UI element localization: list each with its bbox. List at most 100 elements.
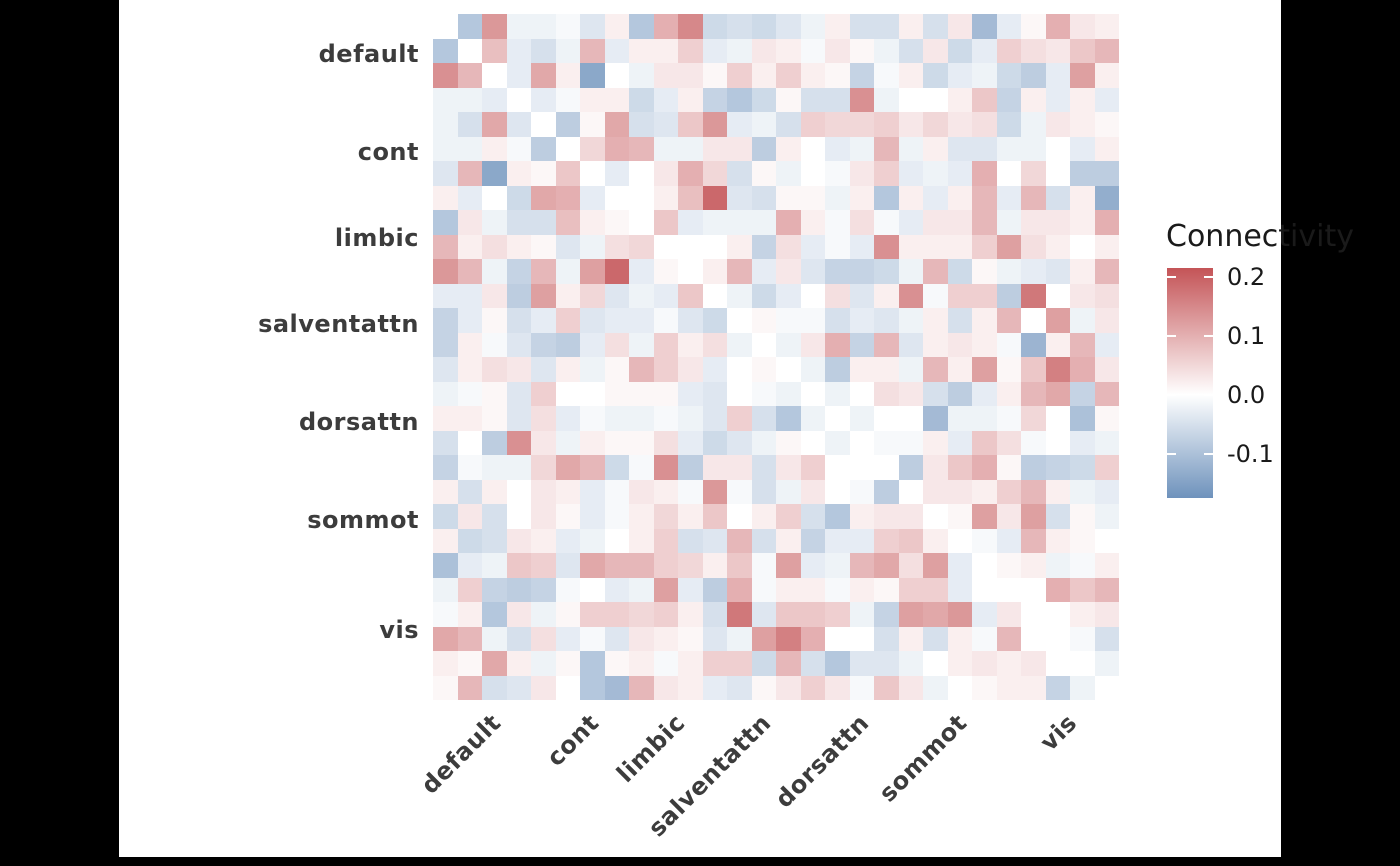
- heatmap-cell: [751, 504, 776, 529]
- heatmap-cell: [776, 675, 801, 700]
- heatmap-cell: [898, 577, 923, 602]
- heatmap-cell: [457, 430, 482, 455]
- heatmap-cell: [874, 112, 899, 137]
- heatmap-cell: [996, 406, 1021, 431]
- heatmap-cell: [996, 577, 1021, 602]
- heatmap-cell: [1021, 136, 1046, 161]
- heatmap-cell: [972, 479, 997, 504]
- heatmap-cell: [531, 553, 556, 578]
- heatmap-cell: [433, 14, 458, 39]
- heatmap-cell: [506, 455, 531, 480]
- heatmap-cell: [678, 185, 703, 210]
- heatmap-cell: [555, 234, 580, 259]
- heatmap-cell: [506, 504, 531, 529]
- heatmap-cell: [947, 210, 972, 235]
- heatmap-cell: [653, 259, 678, 284]
- heatmap-cell: [555, 259, 580, 284]
- heatmap-cell: [923, 528, 948, 553]
- heatmap-cell: [457, 185, 482, 210]
- heatmap-cell: [678, 675, 703, 700]
- heatmap-cell: [482, 357, 507, 382]
- heatmap-cell: [653, 430, 678, 455]
- heatmap-cell: [898, 210, 923, 235]
- heatmap-cell: [923, 283, 948, 308]
- y-axis-label-default: default: [318, 40, 419, 68]
- heatmap-cell: [531, 357, 556, 382]
- heatmap-cell: [580, 626, 605, 651]
- heatmap-cell: [1070, 553, 1095, 578]
- heatmap-cell: [629, 283, 654, 308]
- heatmap-cell: [555, 112, 580, 137]
- heatmap-cell: [555, 87, 580, 112]
- heatmap-cell: [849, 553, 874, 578]
- heatmap-cell: [531, 381, 556, 406]
- heatmap-cell: [604, 210, 629, 235]
- heatmap-cell: [972, 161, 997, 186]
- heatmap-cell: [604, 14, 629, 39]
- heatmap-cell: [800, 136, 825, 161]
- heatmap-cell: [849, 112, 874, 137]
- heatmap-cell: [751, 14, 776, 39]
- heatmap-cell: [923, 14, 948, 39]
- heatmap-cell: [1094, 38, 1119, 63]
- heatmap-cell: [629, 675, 654, 700]
- heatmap-cell: [727, 651, 752, 676]
- heatmap-cell: [1045, 406, 1070, 431]
- heatmap-cell: [947, 430, 972, 455]
- heatmap-cell: [947, 675, 972, 700]
- heatmap-cell: [727, 406, 752, 431]
- heatmap-cell: [898, 63, 923, 88]
- heatmap-cell: [898, 161, 923, 186]
- heatmap-cell: [653, 577, 678, 602]
- heatmap-cell: [531, 136, 556, 161]
- heatmap-cell: [653, 185, 678, 210]
- heatmap-cell: [482, 161, 507, 186]
- y-axis-label-dorsattn: dorsattn: [298, 407, 419, 436]
- heatmap-cell: [653, 455, 678, 480]
- heatmap-cell: [947, 283, 972, 308]
- heatmap-cell: [482, 112, 507, 137]
- heatmap-cell: [898, 14, 923, 39]
- heatmap-cell: [972, 504, 997, 529]
- heatmap-cell: [678, 455, 703, 480]
- heatmap-cell: [1021, 14, 1046, 39]
- heatmap-cell: [1045, 136, 1070, 161]
- heatmap-cell: [874, 87, 899, 112]
- heatmap-cell: [702, 602, 727, 627]
- heatmap-cell: [727, 357, 752, 382]
- heatmap-cell: [604, 406, 629, 431]
- heatmap-cell: [457, 406, 482, 431]
- heatmap-cell: [555, 185, 580, 210]
- heatmap-cell: [433, 259, 458, 284]
- heatmap-cell: [923, 406, 948, 431]
- heatmap-cell: [506, 161, 531, 186]
- heatmap-cell: [555, 675, 580, 700]
- heatmap-cell: [996, 675, 1021, 700]
- heatmap-cell: [702, 455, 727, 480]
- heatmap-cell: [457, 14, 482, 39]
- heatmap-cell: [1070, 259, 1095, 284]
- heatmap-cell: [972, 234, 997, 259]
- heatmap-cell: [555, 63, 580, 88]
- heatmap-cell: [996, 430, 1021, 455]
- heatmap-cell: [776, 479, 801, 504]
- heatmap-cell: [1070, 528, 1095, 553]
- heatmap-cell: [604, 234, 629, 259]
- heatmap-cell: [457, 38, 482, 63]
- heatmap-cell: [531, 626, 556, 651]
- heatmap-cell: [1070, 381, 1095, 406]
- heatmap-cell: [482, 430, 507, 455]
- heatmap-cell: [996, 14, 1021, 39]
- heatmap-cell: [874, 528, 899, 553]
- heatmap-cell: [1021, 210, 1046, 235]
- heatmap-cell: [482, 381, 507, 406]
- heatmap-cell: [996, 381, 1021, 406]
- heatmap-cell: [898, 553, 923, 578]
- heatmap-cell: [825, 528, 850, 553]
- heatmap-cell: [898, 87, 923, 112]
- heatmap-cell: [849, 528, 874, 553]
- heatmap-cell: [751, 675, 776, 700]
- heatmap-cell: [604, 185, 629, 210]
- heatmap-cell: [923, 577, 948, 602]
- heatmap-cell: [604, 112, 629, 137]
